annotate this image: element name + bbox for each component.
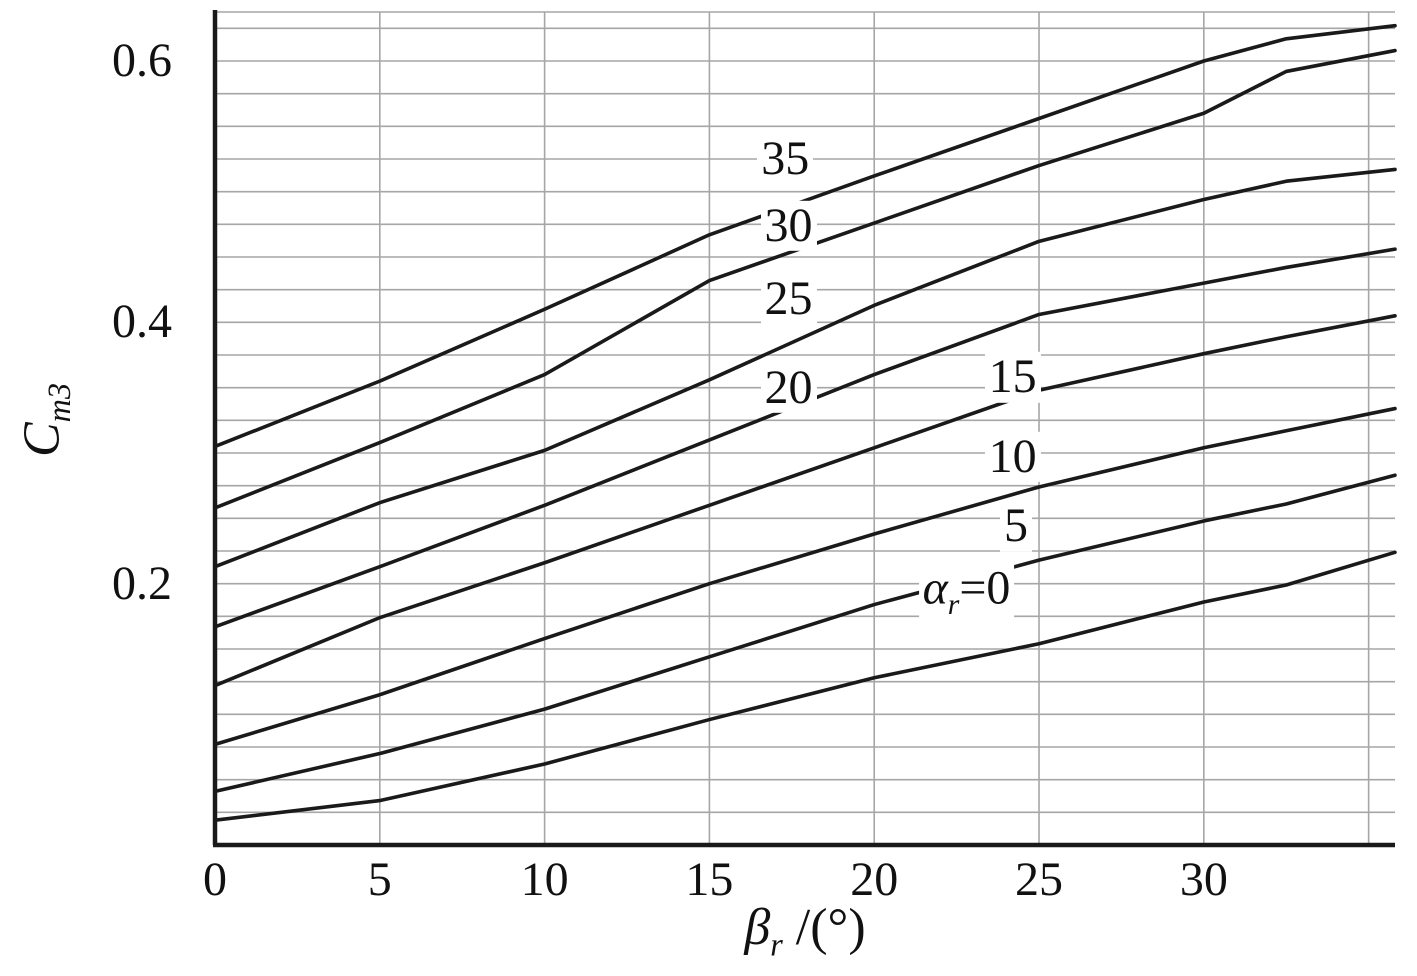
- curve-label-alpha_r_0: αr=0: [918, 561, 1015, 621]
- y-axis-title-symbol: C: [13, 422, 71, 458]
- x-axis-title-symbol: β: [744, 899, 771, 956]
- x-axis-title-units: /(°): [782, 899, 866, 956]
- curve-alpha_r_10: [213, 406, 1397, 747]
- curve-label-alpha_r_5: 5: [999, 498, 1032, 552]
- x-tick-label: 25: [1015, 853, 1064, 906]
- curve-alpha_r_30: [213, 48, 1397, 510]
- curve-label-text: 20: [764, 360, 813, 414]
- x-axis-title-subscript: r: [770, 926, 783, 963]
- curve-alpha_r_0: [213, 550, 1397, 822]
- y-axis-title: Cm3: [13, 382, 78, 458]
- curve-label-alpha_r_25: 25: [760, 271, 817, 325]
- curve-label-text: 15: [988, 350, 1037, 404]
- curve-label-text: 30: [764, 198, 813, 252]
- curve-label-text: =0: [959, 561, 1011, 615]
- curve-label-alpha_r_20: 20: [760, 360, 817, 414]
- curve-label-text: 35: [761, 131, 810, 185]
- curve-label-text: 5: [1003, 498, 1028, 552]
- x-tick-label: 0: [203, 853, 227, 906]
- curve-label-subscript: r: [947, 587, 960, 621]
- curve-label-alpha_r_30: 30: [760, 198, 817, 252]
- x-tick-label: 5: [367, 853, 392, 906]
- curve-alpha_r_5: [213, 473, 1397, 794]
- x-tick-label: 10: [520, 853, 569, 906]
- curve-alpha_r_25: [213, 167, 1397, 569]
- curve-label-alpha_r_15: 15: [984, 350, 1041, 404]
- curve-label-text: 10: [988, 429, 1037, 483]
- curve-label-alpha_r_10: 10: [984, 429, 1041, 483]
- x-tick-label: 30: [1179, 853, 1228, 906]
- curve-alpha_r_20: [213, 247, 1397, 629]
- y-tick-label: 0.4: [112, 295, 172, 349]
- y-axis-title-subscript: m3: [41, 382, 78, 423]
- x-tick-label: 20: [850, 853, 899, 906]
- curve-label-text: 25: [764, 271, 813, 325]
- curve-label-alpha_r_35: 35: [757, 131, 814, 185]
- x-tick-label: 15: [685, 853, 734, 906]
- y-tick-label: 0.2: [112, 556, 172, 610]
- curve-alpha_r_35: [213, 23, 1397, 449]
- curve-alpha_r_15: [213, 313, 1397, 688]
- curve-label-symbol: α: [922, 561, 948, 615]
- x-axis-title: βr /(°): [744, 902, 865, 961]
- y-tick-label: 0.6: [112, 34, 172, 87]
